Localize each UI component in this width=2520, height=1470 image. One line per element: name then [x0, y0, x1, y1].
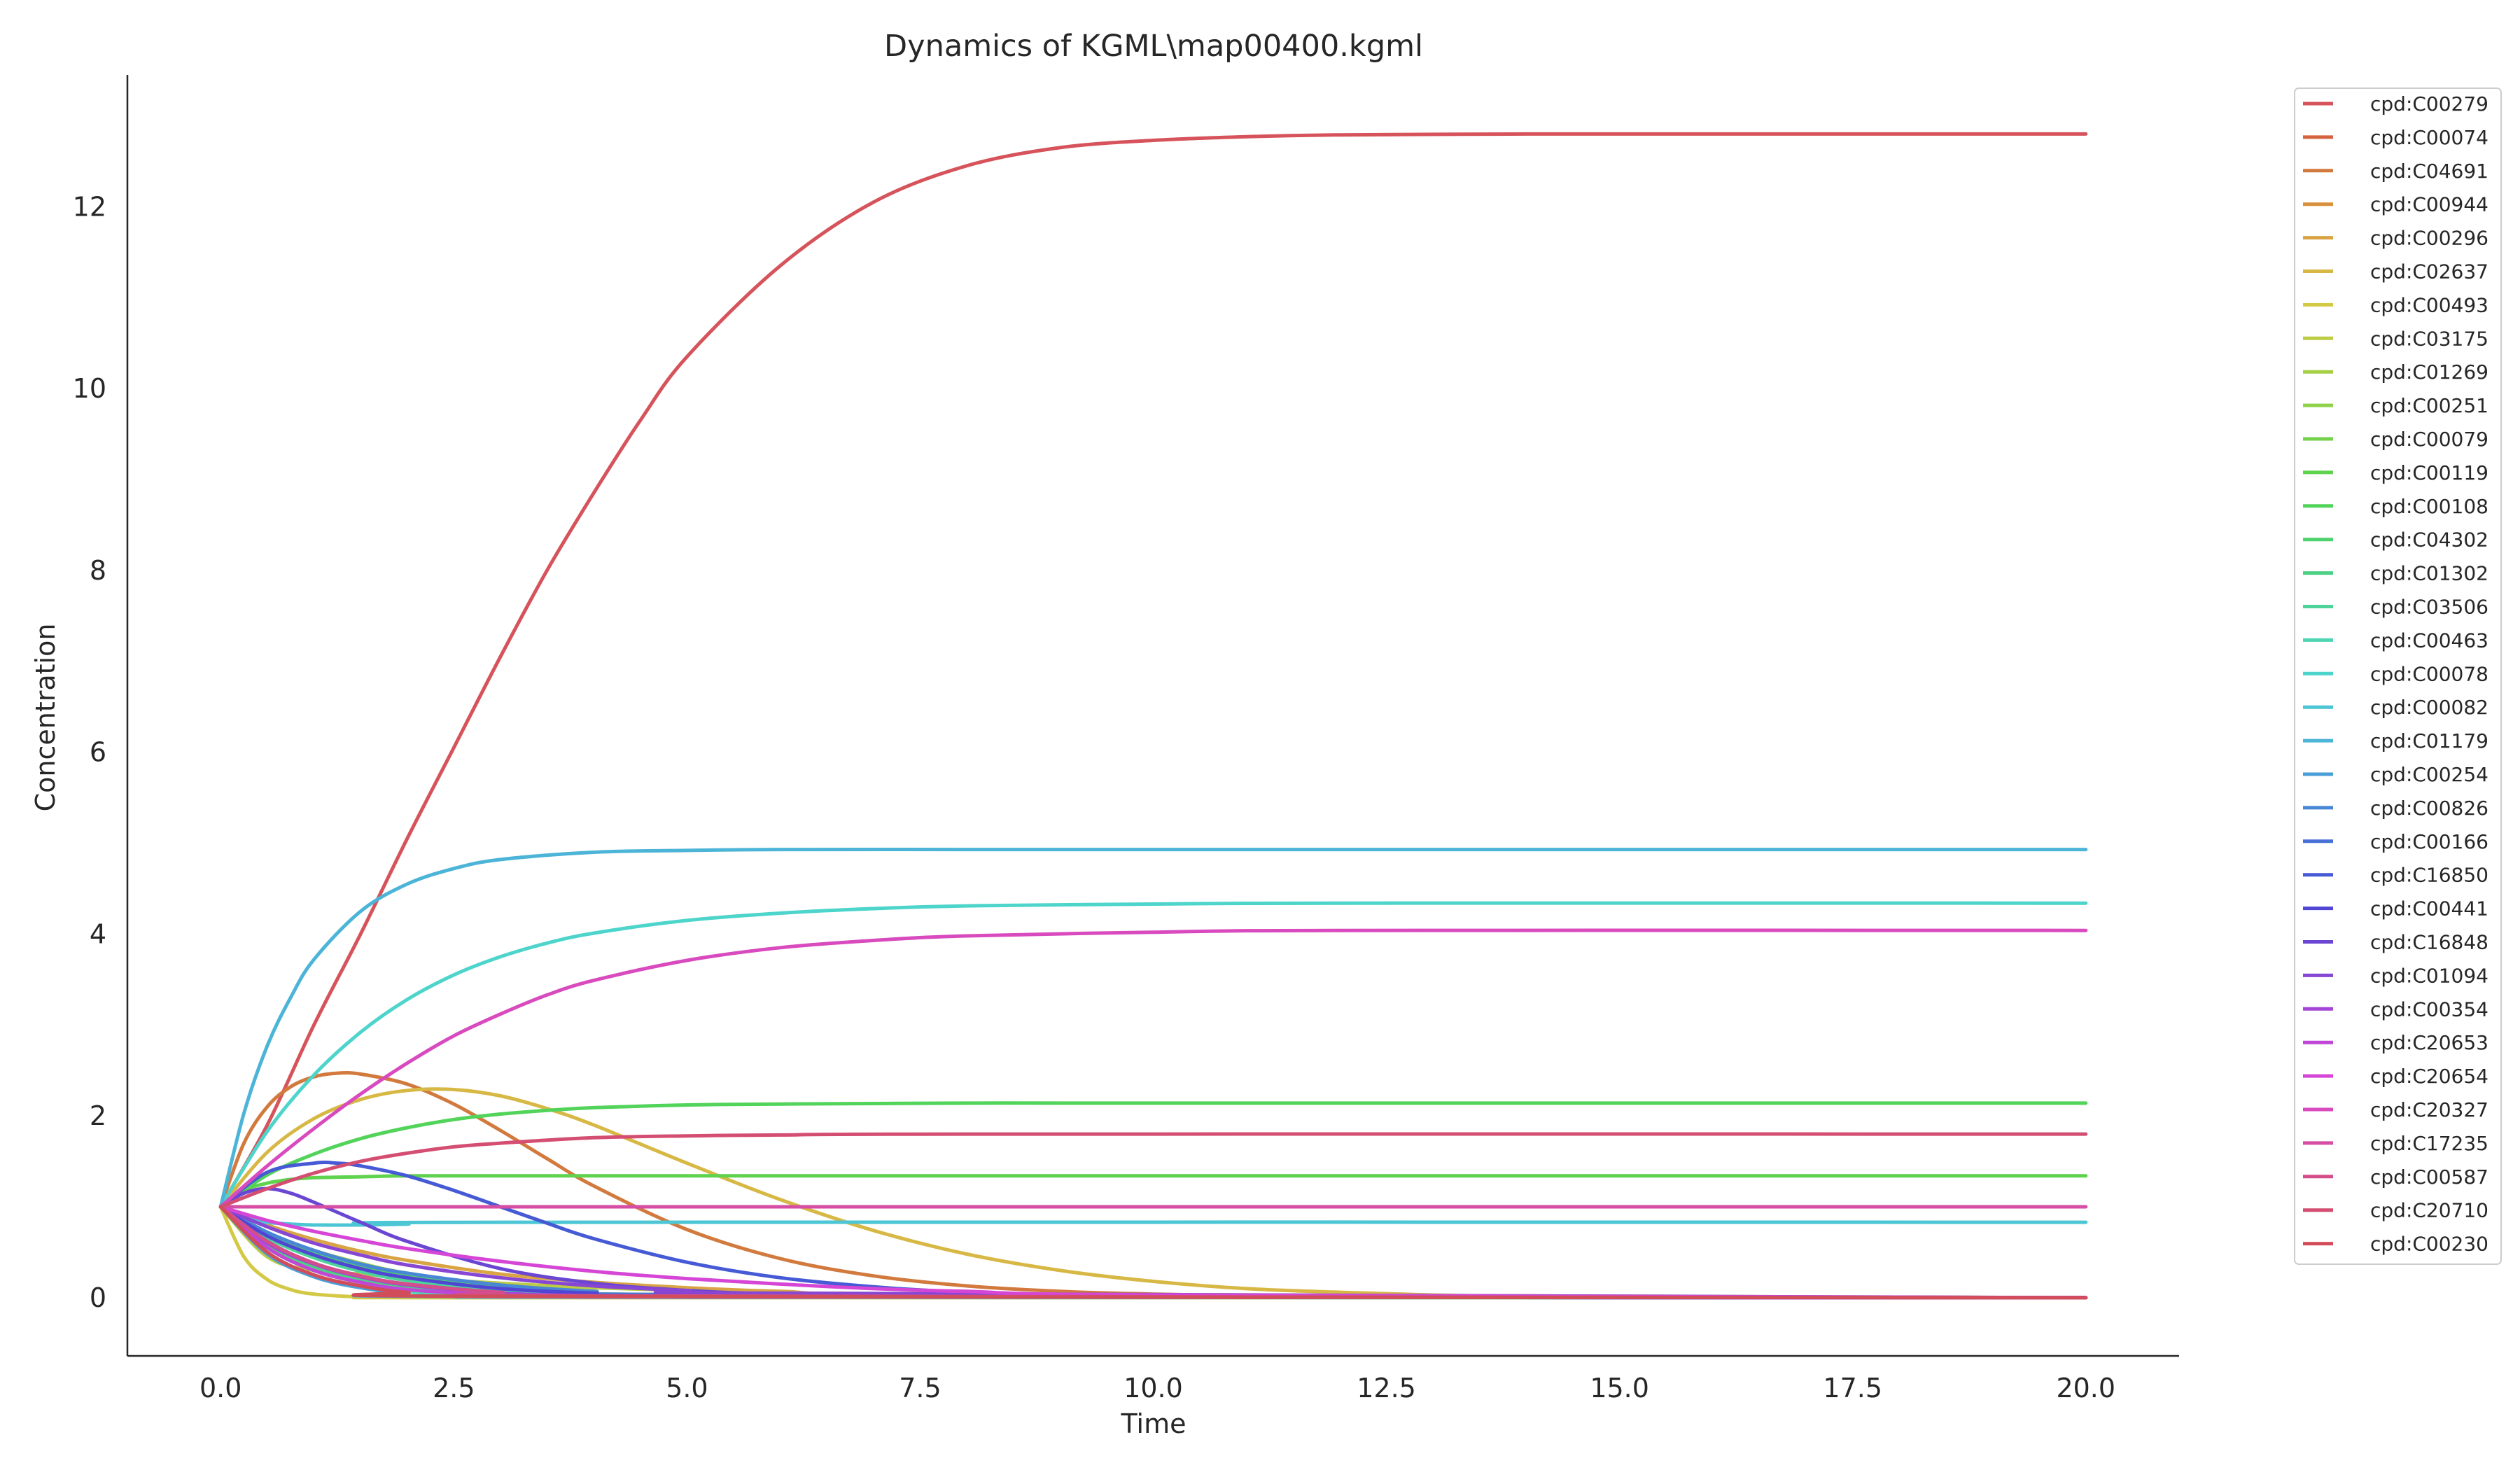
legend-label: cpd:C00119: [2370, 461, 2488, 484]
x-tick-label: 7.5: [899, 1373, 941, 1404]
legend-label: cpd:C00354: [2370, 997, 2488, 1021]
series-line-cpd-c00230: [218, 1205, 2088, 1300]
legend-label: cpd:C16848: [2370, 931, 2488, 954]
legend-frame: [2294, 88, 2502, 1265]
legend-label: cpd:C00296: [2370, 227, 2488, 250]
legend-label: cpd:C01269: [2370, 360, 2488, 384]
legend-label: cpd:C00587: [2370, 1166, 2488, 1189]
x-tick-label: 17.5: [1823, 1373, 1882, 1404]
legend-label: cpd:C00082: [2370, 696, 2488, 719]
legend-label: cpd:C00493: [2370, 293, 2488, 316]
series-line-cpd-c00108: [218, 1101, 2088, 1209]
legend-label: cpd:C20654: [2370, 1065, 2488, 1088]
x-tick-label: 2.5: [433, 1373, 475, 1404]
legend-label: cpd:C20653: [2370, 1031, 2488, 1054]
legend: cpd:C00279 cpd:C00074 cpd:C04691 cpd:C00944…: [2294, 88, 2502, 1265]
y-tick-label: 0: [90, 1282, 106, 1313]
y-tick-label: 6: [90, 737, 106, 768]
series-line-cpd-c20327: [218, 928, 2088, 1209]
legend-label: cpd:C00441: [2370, 897, 2488, 920]
legend-label: cpd:C01302: [2370, 562, 2488, 585]
legend-label: cpd:C16850: [2370, 864, 2488, 887]
legend-label: cpd:C00944: [2370, 193, 2488, 216]
y-axis-label: Concentration: [30, 624, 61, 812]
legend-label: cpd:C00251: [2370, 394, 2488, 417]
legend-label: cpd:C00826: [2370, 797, 2488, 820]
x-axis-ticks: 0.0 2.5 5.0 7.5 10.0 12.5 15.0 17.5 20.0: [200, 1373, 2115, 1404]
legend-label: cpd:C02637: [2370, 260, 2488, 284]
y-tick-label: 2: [90, 1100, 106, 1131]
legend-label: cpd:C00230: [2370, 1233, 2488, 1256]
chart-title: Dynamics of KGML\map00400.kgml: [884, 29, 1423, 64]
x-tick-label: 0.0: [200, 1373, 241, 1404]
legend-label: cpd:C00166: [2370, 830, 2488, 853]
legend-label: cpd:C20327: [2370, 1098, 2488, 1121]
legend-label: cpd:C00108: [2370, 495, 2488, 518]
legend-label: cpd:C00279: [2370, 92, 2488, 115]
legend-label: cpd:C03175: [2370, 327, 2488, 350]
legend-label: cpd:C00074: [2370, 126, 2488, 149]
series-line-cpd-c01179: [218, 848, 2088, 1209]
series-line-cpd-c20710: [218, 1132, 2088, 1209]
legend-label: cpd:C03506: [2370, 596, 2488, 619]
x-tick-label: 15.0: [1590, 1373, 1649, 1404]
legend-label: cpd:C17235: [2370, 1132, 2488, 1155]
legend-label: cpd:C04691: [2370, 160, 2488, 183]
x-tick-label: 5.0: [666, 1373, 708, 1404]
y-tick-label: 4: [90, 918, 106, 949]
x-tick-label: 12.5: [1357, 1373, 1416, 1404]
plot-area: [218, 132, 2088, 1300]
legend-label: cpd:C00254: [2370, 763, 2488, 786]
legend-label: cpd:C04302: [2370, 528, 2488, 552]
series-line-cpd-c00078: [218, 901, 2088, 1209]
y-axis-ticks: 0 2 4 6 8 10 12: [73, 191, 106, 1313]
legend-label: cpd:C20710: [2370, 1199, 2488, 1222]
y-tick-label: 12: [73, 191, 106, 222]
legend-label: cpd:C00079: [2370, 428, 2488, 451]
y-tick-label: 10: [73, 373, 106, 404]
legend-label: cpd:C01179: [2370, 729, 2488, 752]
y-tick-label: 8: [90, 555, 106, 586]
legend-label: cpd:C01094: [2370, 964, 2488, 987]
x-tick-label: 20.0: [2056, 1373, 2115, 1404]
legend-label: cpd:C00078: [2370, 662, 2488, 685]
x-tick-label: 10.0: [1124, 1373, 1183, 1404]
series-line-cpd-c00279: [218, 132, 2088, 1209]
legend-label: cpd:C00463: [2370, 629, 2488, 652]
x-axis-label: Time: [1121, 1408, 1186, 1439]
series-line-cpd-c00119: [218, 1174, 2088, 1209]
